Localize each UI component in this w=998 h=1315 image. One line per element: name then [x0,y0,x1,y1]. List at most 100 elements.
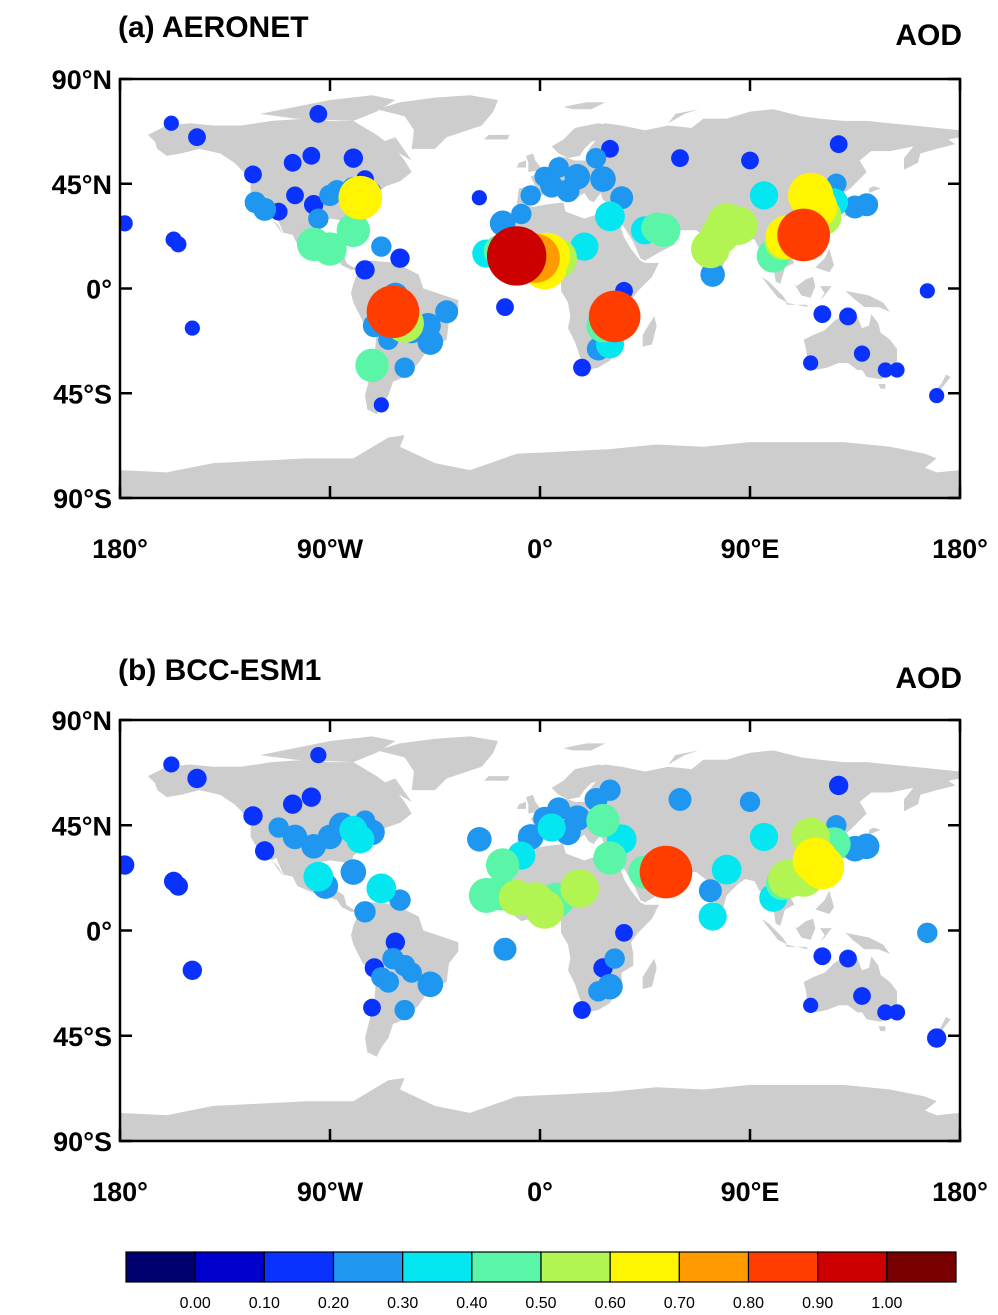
colorbar-swatch [402,1251,473,1283]
colorbar-label: 0.20 [318,1295,349,1312]
site-marker [303,861,334,892]
site-marker [496,298,514,317]
site-marker [394,999,415,1021]
x-tick-label: 90°W [297,1177,364,1207]
site-marker [671,149,689,168]
colorbar-label: 0.80 [733,1295,764,1312]
x-tick-label: 90°E [721,534,780,564]
y-tick-label: 0° [86,275,112,305]
site-marker [828,775,849,796]
site-marker [286,186,304,205]
map-panel-a: (a) AERONET AOD 90°N 45°N 0° 45°S 90°S 180° 90°W… [52,11,988,564]
colorbar-label: 0.10 [249,1295,280,1312]
x-tick-label: 180° [92,534,148,564]
colorbar-swatch [332,1251,404,1283]
site-marker [803,997,819,1013]
site-marker [888,1004,906,1021]
site-marker [310,746,327,764]
colorbar-label: 0.40 [456,1295,487,1312]
colorbar-label: 0.50 [525,1295,556,1312]
site-marker [573,358,591,377]
site-marker [168,876,189,896]
y-tick-label: 90°S [53,1127,112,1157]
site-marker [511,203,532,225]
site-marker [570,232,599,261]
site-marker [700,262,725,287]
site-marker [520,185,541,206]
x-tick-label: 180° [932,534,988,564]
site-marker [435,300,459,324]
map-area [120,720,960,1141]
panel-variable-label: AOD [895,19,962,52]
colorbar-swatch [747,1251,819,1283]
site-marker [787,172,834,219]
panel-title: (a) AERONET [118,11,309,44]
site-marker [184,320,200,336]
site-marker [560,869,599,908]
site-marker [163,115,179,131]
site-marker [698,902,727,931]
site-marker [829,135,848,154]
y-tick-label: 45°S [53,1022,112,1052]
x-tick-label: 90°E [721,1177,780,1207]
site-marker [639,845,693,899]
site-marker [254,841,275,861]
site-marker [301,787,322,807]
site-marker [471,190,487,206]
site-marker [706,203,747,244]
site-marker [390,248,410,268]
site-marker [244,165,262,184]
site-marker [355,260,375,280]
site-marker [564,163,591,190]
site-marker [595,201,625,232]
site-marker [340,859,367,885]
site-marker [853,345,871,362]
colorbar-swatch [540,1251,611,1283]
site-marker [486,226,547,286]
site-marker [308,208,329,229]
colorbar-swatch [886,1251,957,1283]
site-marker [590,166,616,192]
site-marker [525,890,564,929]
site-marker [346,825,375,854]
site-marker [877,1004,894,1021]
site-marker [777,208,830,262]
site-marker [585,147,607,169]
site-marker [338,175,383,220]
x-tick-label: 0° [527,1177,553,1207]
colorbar-swatch [263,1251,335,1283]
y-tick-label: 0° [86,917,112,947]
site-marker [615,923,633,942]
site-marker [343,148,364,168]
colorbar-label: 0.00 [180,1295,211,1312]
colorbar-label: 0.90 [802,1295,833,1312]
site-marker [839,949,857,968]
site-marker [668,788,692,812]
colorbar-swatch [125,1251,196,1283]
colorbar-swatch [817,1251,888,1283]
panel-variable-label: AOD [895,662,962,695]
site-marker [394,357,415,378]
colorbar-label: 0.70 [664,1295,695,1312]
site-marker [749,181,779,210]
site-marker [919,283,935,299]
colorbar-label: 1.00 [871,1295,902,1312]
site-marker [711,854,742,885]
y-tick-label: 90°N [52,65,112,95]
site-marker [917,922,938,944]
site-marker [564,805,591,832]
colorbar-swatch [678,1251,750,1283]
site-marker [485,848,520,882]
site-marker [646,213,681,248]
y-tick-label: 90°S [53,484,112,514]
site-marker [120,215,133,232]
site-marker [417,329,444,355]
x-tick-label: 180° [92,1177,148,1207]
site-marker [593,841,627,875]
site-marker [877,362,893,378]
site-marker [336,213,371,248]
site-marker [586,803,620,838]
site-marker [813,305,832,324]
site-marker [601,139,619,158]
